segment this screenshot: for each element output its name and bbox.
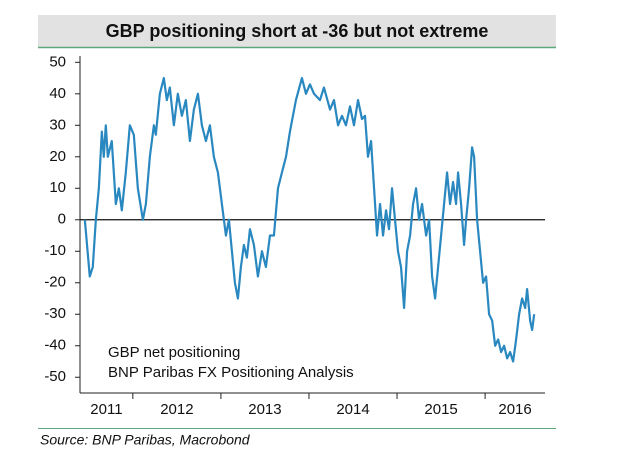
y-tick-label: 20 [49,148,66,165]
y-tick-label: 0 [58,211,66,228]
y-tick-label: -30 [44,305,66,322]
y-tick-label: -50 [44,368,66,385]
y-tick-label: 50 [49,53,66,70]
annotation: BNP Paribas FX Positioning Analysis [108,364,354,381]
chart-title: GBP positioning short at -36 but not ext… [106,21,489,41]
y-tick-label: 40 [49,85,66,102]
x-tick-label: 2014 [336,401,369,418]
source: Source: BNP Paribas, Macrobond [40,432,251,448]
x-tick-label: 2012 [160,401,193,418]
y-tick-label: -10 [44,242,66,259]
title-band [38,15,556,47]
x-tick-label: 2016 [498,401,531,418]
y-tick-label: -40 [44,337,66,354]
x-tick-label: 2011 [90,401,122,418]
x-tick-label: 2015 [424,401,457,418]
legend-label: GBP net positioning [108,344,240,361]
data-line [83,76,536,363]
y-tick-label: 30 [49,116,66,133]
y-tick-label: -20 [44,274,66,291]
y-tick-label: 10 [49,179,66,196]
x-tick-label: 2013 [248,401,281,418]
